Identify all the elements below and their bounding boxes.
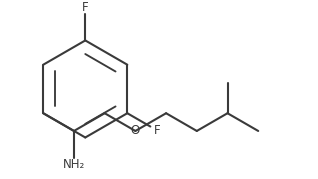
Text: NH₂: NH₂ [63,158,85,171]
Text: O: O [131,124,140,137]
Text: F: F [82,1,89,14]
Text: F: F [154,124,160,137]
